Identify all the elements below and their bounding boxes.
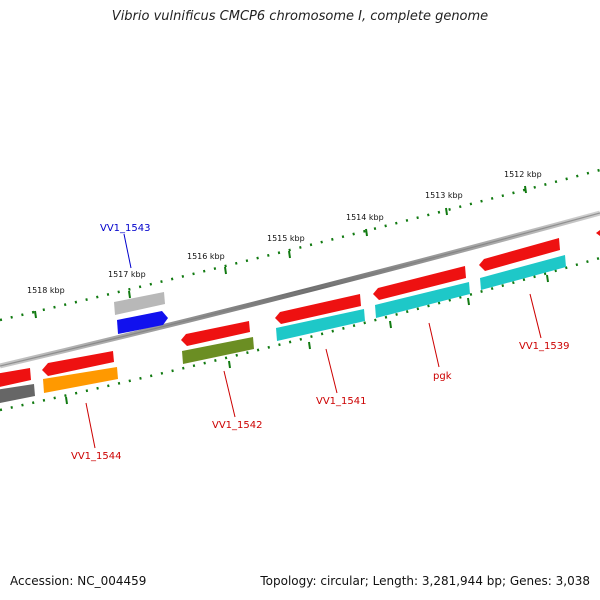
tick-label-1517: 1517 kbp (108, 270, 146, 279)
leader-vv1-1541 (325, 348, 338, 394)
gene-arrow-red-5[interactable] (373, 266, 466, 300)
gene-arrow-cyan-1[interactable] (276, 309, 365, 341)
gene-label-vv1-1543[interactable]: VV1_1543 (100, 223, 151, 234)
gene-label-vv1-1541[interactable]: VV1_1541 (316, 396, 367, 407)
gene-label-vv1-1542[interactable]: VV1_1542 (212, 420, 263, 431)
inner-scale-ring (0, 256, 600, 412)
gene-arrow-cyan-2[interactable] (375, 282, 470, 318)
accession-text: Accession: NC_004459 (10, 574, 147, 588)
genome-summary-text: Topology: circular; Length: 3,281,944 bp… (260, 574, 590, 588)
tick-label-1514: 1514 kbp (346, 213, 384, 222)
gene-arrow-red-1[interactable] (0, 368, 31, 388)
outer-scale-ring (0, 168, 600, 322)
gene-arrow-red-2[interactable] (42, 351, 114, 376)
gene-arrow-red-4[interactable] (275, 294, 361, 324)
gene-arrow-darkgray[interactable] (0, 384, 35, 404)
tick-label-1518: 1518 kbp (27, 286, 65, 295)
leader-vv1-1539 (529, 293, 542, 339)
gene-label-pgk[interactable]: pgk (433, 371, 452, 382)
outer-major-ticks (34, 185, 527, 319)
tick-label-1513: 1513 kbp (425, 191, 463, 200)
genome-backbone-edge (0, 212, 600, 367)
leader-vv1-1542 (223, 370, 236, 418)
gene-arrow-red-3[interactable] (181, 321, 250, 346)
gene-arrow-blue[interactable] (117, 311, 168, 334)
inner-major-ticks (65, 274, 549, 405)
gene-arrow-cyan-3[interactable] (480, 255, 566, 290)
map-title: Vibrio vulnificus CMCP6 chromosome I, co… (111, 9, 489, 24)
gene-arrow-olive[interactable] (182, 337, 254, 364)
tick-label-1515: 1515 kbp (267, 234, 305, 243)
gene-arrow-gray[interactable] (114, 292, 165, 315)
leader-vv1-1544 (85, 402, 96, 449)
gene-label-vv1-1544[interactable]: VV1_1544 (71, 451, 122, 462)
gene-arrow-red-edge[interactable] (596, 230, 600, 236)
leader-pgk (428, 322, 440, 368)
leader-vv1-1543 (123, 233, 132, 269)
gene-arrow-orange[interactable] (43, 367, 118, 393)
gene-arrow-red-6[interactable] (479, 238, 560, 271)
tick-label-1516: 1516 kbp (187, 252, 225, 261)
tick-label-1512: 1512 kbp (504, 170, 542, 179)
gene-label-vv1-1539[interactable]: VV1_1539 (519, 341, 570, 352)
gene-row-bottom (0, 255, 566, 404)
gene-row-top (0, 238, 560, 388)
